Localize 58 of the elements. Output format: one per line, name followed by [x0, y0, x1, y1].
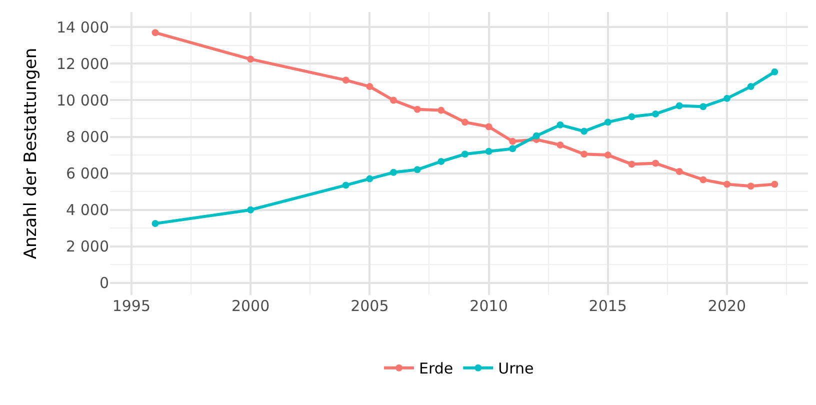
x-tick-label: 1995	[112, 297, 151, 315]
point	[556, 121, 564, 128]
point	[628, 160, 636, 168]
point	[604, 152, 612, 159]
x-tick-label: 2015	[588, 297, 627, 315]
point	[771, 180, 778, 188]
point	[676, 102, 683, 110]
point	[652, 110, 660, 118]
y-tick-label: 4 000	[66, 201, 109, 220]
point	[342, 182, 350, 189]
point	[700, 176, 707, 184]
point	[485, 148, 492, 155]
point	[152, 220, 159, 228]
point	[628, 113, 636, 120]
y-tick-label: 14 000	[56, 18, 109, 36]
point	[556, 142, 564, 148]
point	[652, 160, 660, 167]
legend-label: Erde	[419, 360, 454, 378]
x-tick-label: 2000	[231, 297, 270, 315]
point	[532, 132, 540, 140]
point	[152, 29, 159, 36]
point	[747, 182, 754, 190]
y-axis-title: Anzahl der Bestattungen	[21, 48, 42, 260]
legend-label: Urne	[498, 360, 534, 378]
y-tick-label: 8 000	[66, 128, 109, 146]
point	[509, 138, 516, 145]
point	[747, 83, 754, 90]
point	[604, 118, 612, 126]
point	[390, 168, 397, 176]
point	[366, 175, 374, 182]
point	[414, 166, 421, 174]
y-tick-label: 0	[99, 274, 109, 292]
point	[485, 123, 492, 130]
point	[771, 68, 778, 76]
point	[438, 106, 445, 114]
y-tick-label: 6 000	[66, 164, 109, 183]
point	[580, 150, 588, 158]
x-tick-label: 2010	[470, 297, 508, 315]
point	[461, 150, 468, 158]
point	[438, 158, 445, 165]
point	[247, 206, 254, 214]
point	[342, 76, 350, 84]
point	[509, 145, 516, 152]
point	[580, 128, 588, 135]
y-tick-label: 10 000	[56, 91, 109, 110]
point	[247, 56, 254, 63]
point	[461, 118, 468, 126]
point	[724, 180, 730, 188]
point	[676, 168, 683, 175]
point	[724, 94, 730, 102]
x-tick-label: 2005	[350, 297, 389, 315]
point	[414, 106, 421, 113]
point	[366, 83, 374, 90]
y-tick-label: 2 000	[66, 238, 109, 256]
y-tick-label: 12 000	[56, 54, 109, 73]
point	[390, 96, 397, 104]
point	[700, 103, 707, 110]
x-tick-label: 2020	[708, 297, 746, 315]
